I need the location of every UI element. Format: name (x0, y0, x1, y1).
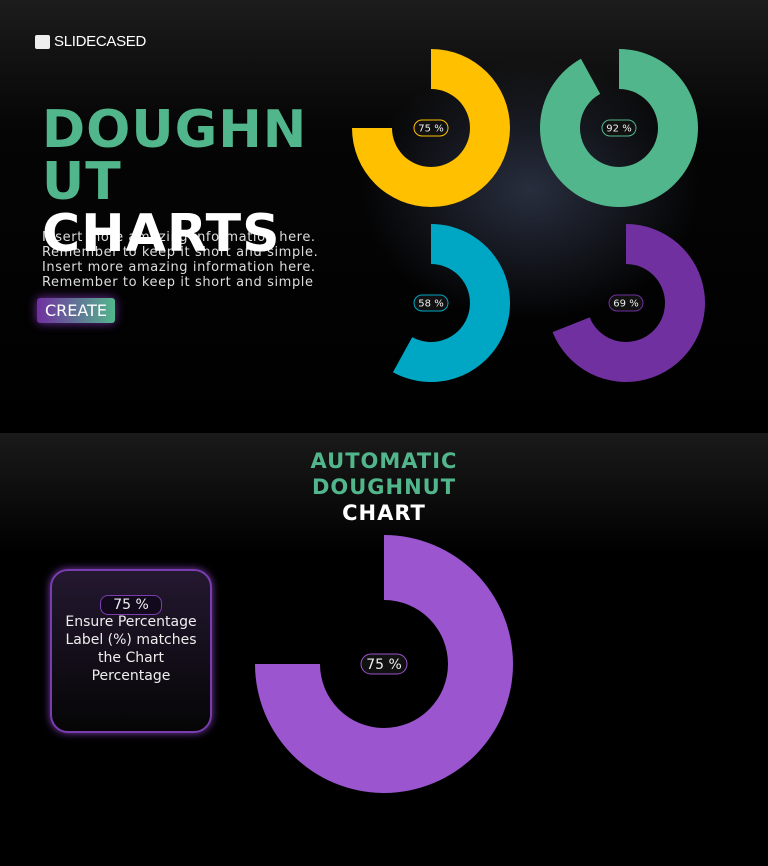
label-pill (601, 119, 637, 137)
charts: 75 % 92 % 58 % 69 % (352, 49, 706, 382)
note-text: Ensure Percentage Label (%) matches the … (65, 614, 197, 684)
value-label: 92 % (606, 124, 631, 135)
title: DOUGHNUT CHARTS (42, 104, 332, 260)
body-line: Insert more amazing information here. (42, 230, 316, 245)
chart: 75 % (255, 535, 513, 793)
doughnut-segment (392, 224, 510, 382)
label-pill (413, 294, 449, 312)
body-line: Insert more amazing information here. (42, 260, 316, 275)
title: AUTOMATIC DOUGHNUT CHART (0, 448, 768, 526)
label-pill (608, 294, 644, 312)
note-card: 75 % Ensure Percentage Label (%) matches… (50, 569, 212, 733)
label-pill (413, 119, 449, 137)
doughnut-segment (352, 49, 510, 207)
body-line: Remember to keep it short and simple (42, 275, 314, 290)
logo: SLIDECASED (35, 33, 146, 50)
value-label: 58 % (418, 299, 443, 310)
value-label: 75 % (418, 124, 443, 135)
body-text: Insert more amazing information here. Re… (42, 230, 318, 290)
title-white: CHARTS (42, 204, 281, 264)
title-green: DOUGHNUT (42, 100, 308, 212)
value-label: 69 % (613, 299, 638, 310)
create-button[interactable]: CREATE (37, 298, 115, 323)
note-label: 75 % (100, 595, 162, 615)
logo-text: SLIDECASED (54, 33, 147, 50)
slide-1: SLIDECASED Insert more amazing informati… (0, 0, 768, 432)
title-white: CHART (342, 501, 426, 525)
body-line: Remember to keep it short and simple. (42, 245, 319, 260)
title-green: AUTOMATIC DOUGHNUT (310, 449, 458, 499)
doughnut-segment (539, 49, 698, 207)
slide-2: AUTOMATIC DOUGHNUT CHART 75 % Ensure Per… (0, 433, 768, 866)
value-label: 75 % (366, 657, 402, 673)
doughnut-segment (255, 535, 513, 793)
doughnut-segment (552, 224, 706, 382)
label-pill (360, 653, 408, 675)
